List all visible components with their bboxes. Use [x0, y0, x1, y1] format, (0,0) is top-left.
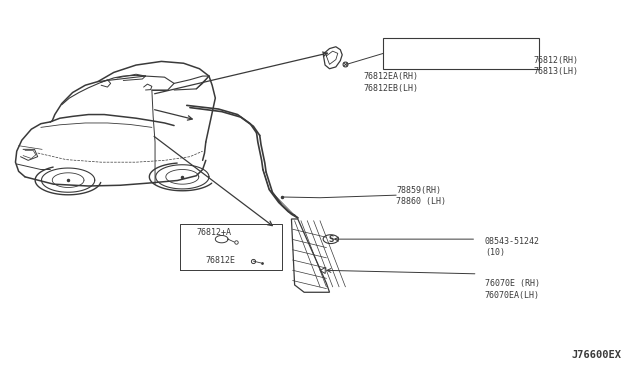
- FancyBboxPatch shape: [383, 38, 539, 69]
- Text: 76812E: 76812E: [206, 256, 236, 264]
- Text: 78859(RH)
78860 (LH): 78859(RH) 78860 (LH): [396, 186, 446, 206]
- Text: S: S: [328, 235, 333, 244]
- Text: 76070E (RH)
76070EA(LH): 76070E (RH) 76070EA(LH): [485, 279, 540, 299]
- Text: 76812(RH)
76813(LH): 76812(RH) 76813(LH): [533, 56, 578, 76]
- Text: 76812EA(RH)
76812EB(LH): 76812EA(RH) 76812EB(LH): [363, 73, 418, 93]
- Text: 08543-51242
(10): 08543-51242 (10): [485, 237, 540, 257]
- Text: J76600EX: J76600EX: [572, 350, 621, 360]
- Text: 76812+A: 76812+A: [196, 228, 231, 237]
- Polygon shape: [291, 219, 330, 292]
